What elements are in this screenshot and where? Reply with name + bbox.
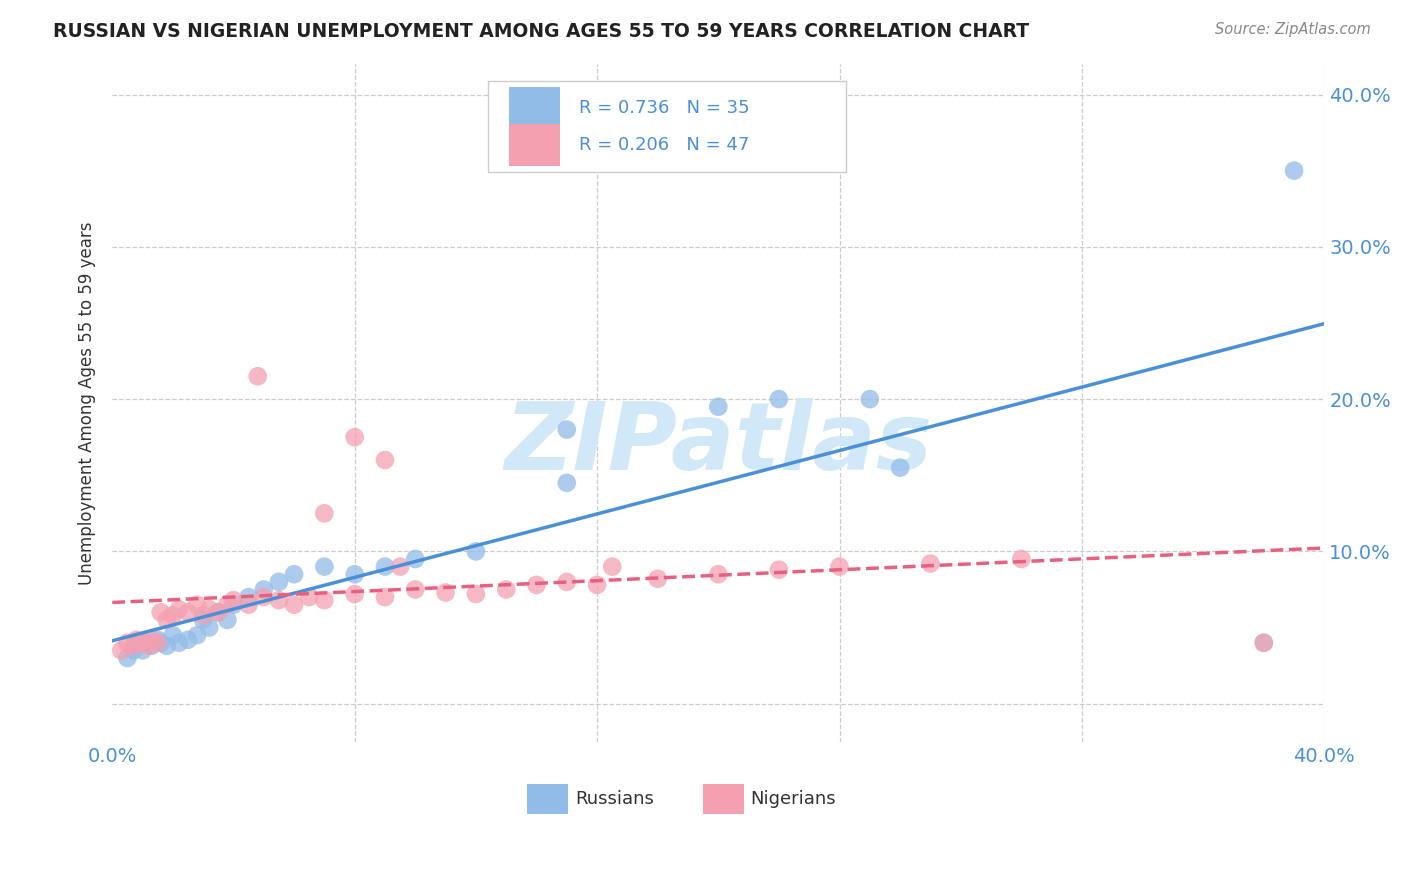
Point bbox=[186, 598, 208, 612]
Point bbox=[1253, 636, 1275, 650]
Point bbox=[146, 632, 169, 647]
Point bbox=[647, 572, 669, 586]
Point bbox=[283, 598, 305, 612]
Point bbox=[389, 559, 412, 574]
FancyBboxPatch shape bbox=[509, 87, 560, 129]
FancyBboxPatch shape bbox=[527, 784, 568, 814]
Point bbox=[267, 593, 290, 607]
Point bbox=[177, 632, 200, 647]
Point bbox=[167, 602, 190, 616]
Point bbox=[404, 582, 426, 597]
Point bbox=[149, 605, 172, 619]
Point bbox=[207, 605, 229, 619]
Point bbox=[314, 593, 336, 607]
FancyBboxPatch shape bbox=[509, 124, 560, 167]
Point bbox=[191, 608, 214, 623]
Point bbox=[162, 628, 184, 642]
Point bbox=[343, 567, 366, 582]
Text: ZIPatlas: ZIPatlas bbox=[505, 398, 932, 490]
Point bbox=[1010, 552, 1032, 566]
Point bbox=[156, 639, 179, 653]
Point bbox=[768, 563, 790, 577]
Point bbox=[434, 585, 457, 599]
Point bbox=[198, 621, 221, 635]
Point bbox=[555, 475, 578, 490]
Point bbox=[122, 639, 145, 653]
Point bbox=[198, 602, 221, 616]
Point bbox=[131, 636, 153, 650]
Point bbox=[343, 430, 366, 444]
Point bbox=[495, 582, 517, 597]
Point bbox=[374, 559, 396, 574]
Point bbox=[859, 392, 882, 406]
Point bbox=[222, 593, 245, 607]
Point bbox=[117, 651, 139, 665]
Point bbox=[555, 574, 578, 589]
Point bbox=[186, 628, 208, 642]
Point bbox=[122, 643, 145, 657]
Point bbox=[162, 608, 184, 623]
Point bbox=[167, 636, 190, 650]
Point bbox=[343, 587, 366, 601]
Text: Russians: Russians bbox=[575, 789, 654, 807]
Point bbox=[222, 598, 245, 612]
Point bbox=[1253, 636, 1275, 650]
Point bbox=[1282, 163, 1305, 178]
FancyBboxPatch shape bbox=[703, 784, 744, 814]
Point bbox=[768, 392, 790, 406]
Point bbox=[889, 460, 911, 475]
FancyBboxPatch shape bbox=[488, 81, 845, 172]
Point bbox=[828, 559, 851, 574]
Point bbox=[141, 639, 163, 653]
Point bbox=[138, 639, 160, 653]
Point bbox=[207, 605, 229, 619]
Point bbox=[217, 613, 239, 627]
Point bbox=[314, 506, 336, 520]
Point bbox=[267, 574, 290, 589]
Point bbox=[253, 582, 276, 597]
Point bbox=[141, 632, 163, 647]
Point bbox=[314, 559, 336, 574]
Point bbox=[707, 400, 730, 414]
Point bbox=[374, 590, 396, 604]
Text: R = 0.206   N = 47: R = 0.206 N = 47 bbox=[579, 136, 749, 154]
Point bbox=[920, 557, 942, 571]
Text: Nigerians: Nigerians bbox=[749, 789, 835, 807]
Point bbox=[125, 632, 148, 647]
Point bbox=[117, 636, 139, 650]
Point bbox=[177, 605, 200, 619]
Point bbox=[707, 567, 730, 582]
Point bbox=[110, 643, 132, 657]
Point bbox=[555, 423, 578, 437]
Point bbox=[146, 636, 169, 650]
Point bbox=[374, 453, 396, 467]
Point bbox=[253, 590, 276, 604]
Point bbox=[298, 590, 321, 604]
Point bbox=[149, 636, 172, 650]
Point bbox=[600, 559, 623, 574]
Text: Source: ZipAtlas.com: Source: ZipAtlas.com bbox=[1215, 22, 1371, 37]
Text: R = 0.736   N = 35: R = 0.736 N = 35 bbox=[579, 99, 749, 117]
Point bbox=[404, 552, 426, 566]
Point bbox=[156, 613, 179, 627]
Text: RUSSIAN VS NIGERIAN UNEMPLOYMENT AMONG AGES 55 TO 59 YEARS CORRELATION CHART: RUSSIAN VS NIGERIAN UNEMPLOYMENT AMONG A… bbox=[53, 22, 1029, 41]
Point bbox=[131, 643, 153, 657]
Point bbox=[138, 636, 160, 650]
Point bbox=[464, 587, 486, 601]
Point bbox=[238, 598, 260, 612]
Point bbox=[586, 578, 609, 592]
Y-axis label: Unemployment Among Ages 55 to 59 years: Unemployment Among Ages 55 to 59 years bbox=[79, 221, 96, 584]
Point bbox=[217, 598, 239, 612]
Point bbox=[125, 636, 148, 650]
Point bbox=[191, 613, 214, 627]
Point bbox=[464, 544, 486, 558]
Point bbox=[246, 369, 269, 384]
Point bbox=[526, 578, 548, 592]
Point bbox=[238, 590, 260, 604]
Point bbox=[283, 567, 305, 582]
